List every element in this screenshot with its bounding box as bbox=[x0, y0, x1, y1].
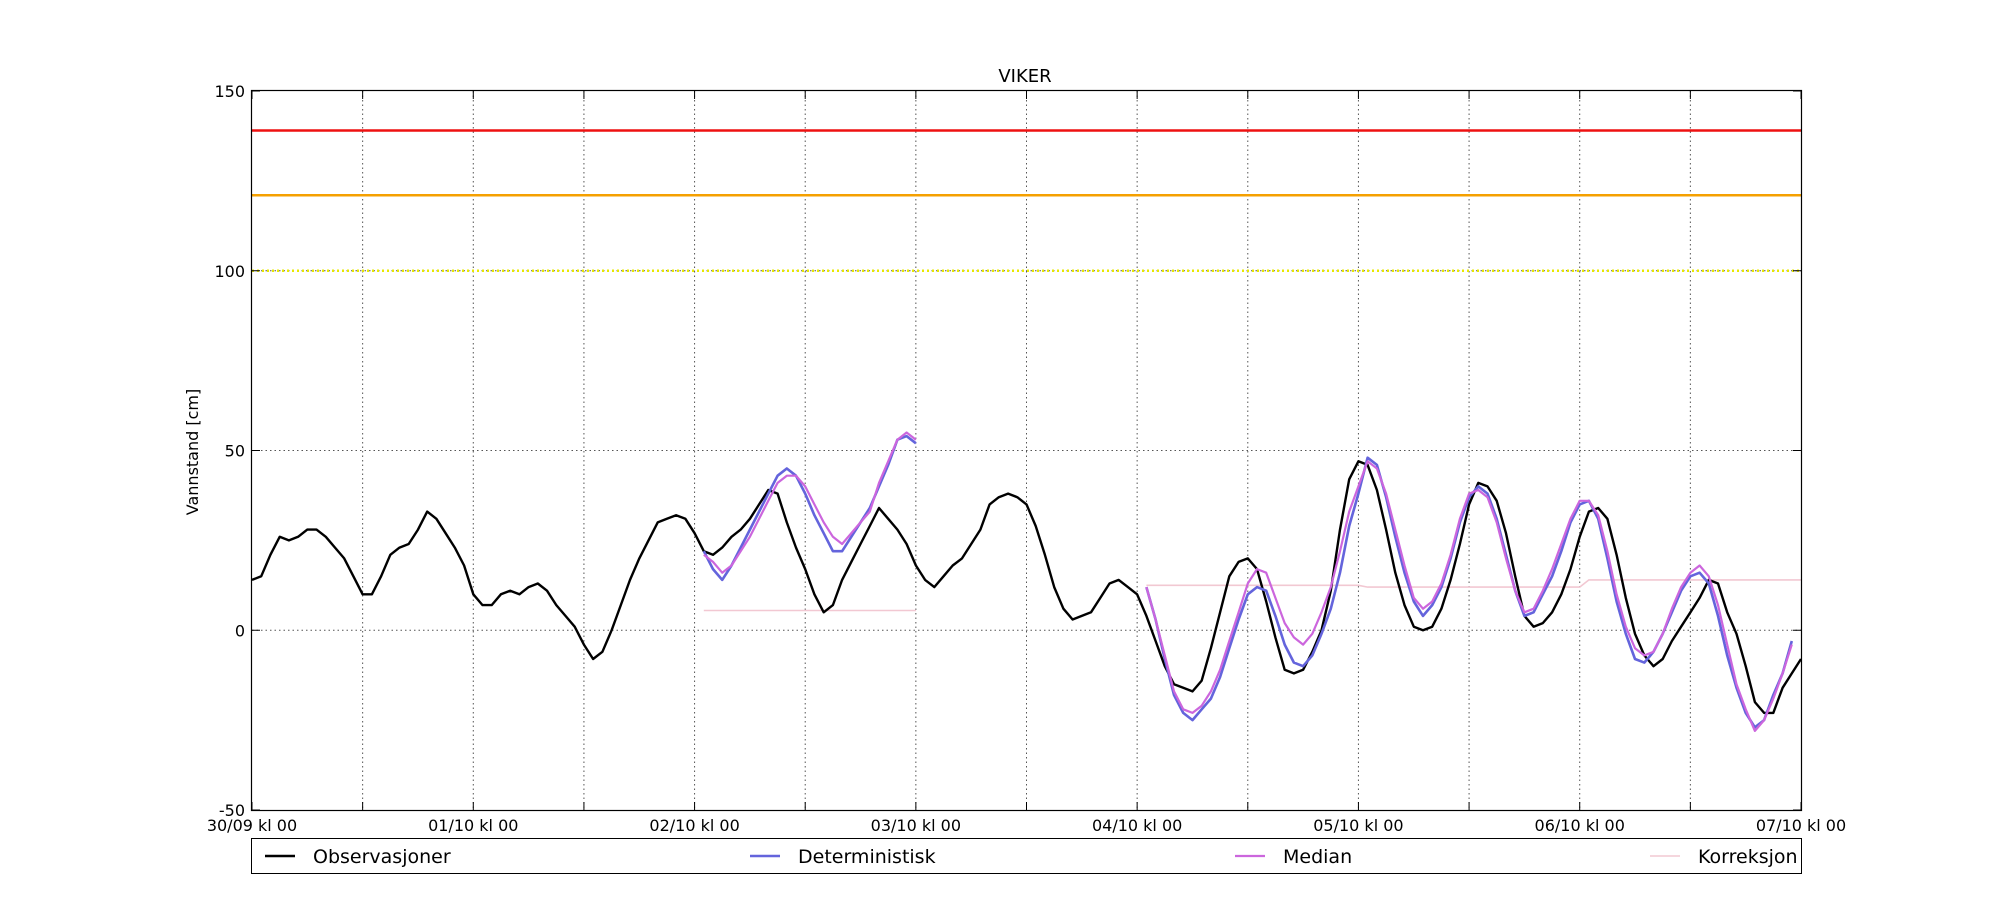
series-line-median bbox=[703, 431, 917, 574]
series-line-median bbox=[1145, 460, 1793, 733]
y-tick-label: 100 bbox=[214, 262, 245, 281]
legend-label: Korreksjon bbox=[1698, 846, 1798, 868]
x-tick-label: 01/10 kl 00 bbox=[428, 816, 518, 835]
y-tick-label: 150 bbox=[214, 82, 245, 101]
series-line-observasjoner bbox=[251, 460, 1803, 715]
legend: Observasjoner Deterministisk Median Korreks… bbox=[251, 838, 1802, 874]
legend-label: Median bbox=[1283, 846, 1352, 868]
grid bbox=[252, 91, 1801, 810]
plot-frame bbox=[250, 89, 1803, 812]
x-tick-label: 06/10 kl 00 bbox=[1535, 816, 1625, 835]
series-line-korreksjon bbox=[1146, 579, 1801, 588]
legend-frame bbox=[251, 838, 1802, 874]
x-tick-label: 03/10 kl 00 bbox=[871, 816, 961, 835]
legend-label: Observasjoner bbox=[313, 846, 451, 868]
ticks: -50 0 50 100 150 30/09 kl 00 01/10 kl 00 02/10 … bbox=[207, 82, 1846, 835]
y-tick-label: 0 bbox=[235, 621, 245, 640]
threshold-lines bbox=[252, 129, 1801, 272]
series-lines bbox=[251, 431, 1803, 733]
series-line-deterministisk bbox=[702, 434, 917, 582]
x-tick-label: 02/10 kl 00 bbox=[649, 816, 739, 835]
x-tick-label: 30/09 kl 00 bbox=[207, 816, 297, 835]
x-tick-label: 04/10 kl 00 bbox=[1092, 816, 1182, 835]
chart-title: VIKER bbox=[998, 66, 1051, 87]
y-tick-label: -50 bbox=[219, 801, 245, 820]
legend-label: Deterministisk bbox=[798, 846, 936, 868]
x-tick-label: 05/10 kl 00 bbox=[1313, 816, 1403, 835]
y-tick-label: 50 bbox=[225, 442, 245, 461]
y-axis-label: Vannstand [cm] bbox=[183, 389, 202, 515]
series-line-deterministisk bbox=[1145, 456, 1794, 729]
x-tick-label: 07/10 kl 00 bbox=[1756, 816, 1846, 835]
